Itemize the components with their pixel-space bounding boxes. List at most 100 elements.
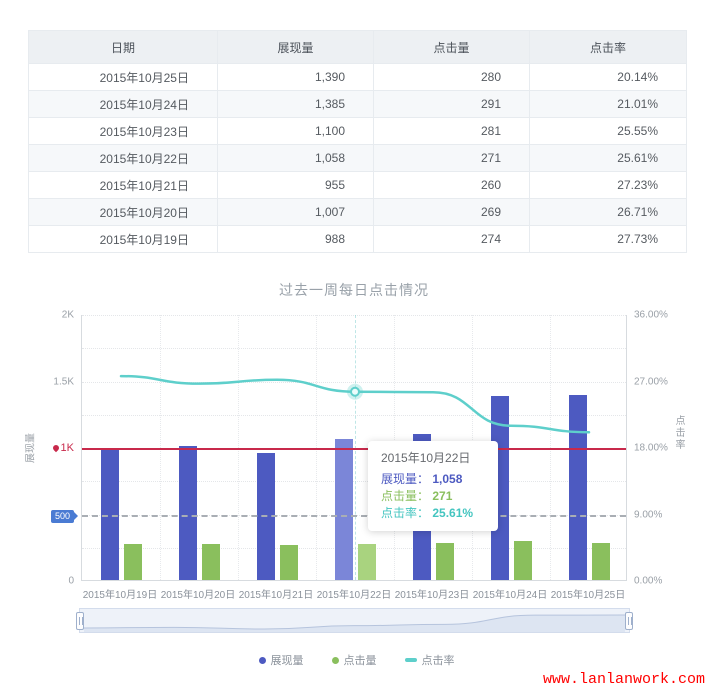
cell-clicks: 281 — [373, 117, 530, 145]
gridline-v — [238, 315, 239, 580]
impressions-bar[interactable] — [335, 439, 353, 580]
gridline-h — [82, 315, 626, 316]
cell-impressions: 988 — [217, 225, 374, 253]
impressions-bar[interactable] — [569, 395, 587, 580]
tooltip-ctr: 点击率： 25.61% — [381, 506, 474, 520]
clicks-bar[interactable] — [592, 542, 610, 580]
header-impressions: 展现量 — [217, 30, 374, 64]
x-axis-label: 2015年10月24日 — [472, 590, 548, 601]
legend-item-impressions[interactable]: 展现量 — [258, 652, 304, 668]
x-axis-label: 2015年10月23日 — [394, 590, 470, 601]
cell-ctr: 25.61% — [529, 144, 687, 172]
cell-ctr: 27.23% — [529, 171, 687, 199]
left-axis-tick: 1.5K — [53, 376, 74, 387]
legend-item-ctr[interactable]: 点击率 — [404, 652, 455, 668]
datazoom-curve — [83, 614, 626, 630]
cell-date: 2015年10月20日 — [28, 198, 218, 226]
cell-ctr: 26.71% — [529, 198, 687, 226]
x-axis-label: 2015年10月20日 — [160, 590, 236, 601]
clicks-legend-dot-icon — [331, 656, 339, 664]
stats-table: 日期 展现量 点击量 点击率 2015年10月25日 1,390 280 20.14%… — [28, 30, 687, 253]
clicks-bar[interactable] — [280, 545, 298, 580]
cell-date: 2015年10月19日 — [28, 225, 218, 253]
chart-title: 过去一周每日点击情况 — [279, 282, 429, 298]
clicks-bar[interactable] — [358, 543, 376, 580]
datazoom-area — [84, 615, 625, 632]
chart-tooltip: 2015年10月22日 展现量： 1,058 点击量： 271 点击率： 25.… — [368, 441, 498, 531]
right-axis-tick: 36.00% — [634, 309, 668, 321]
gridline-h — [82, 381, 626, 383]
table-row: 2015年10月25日 1,390 280 20.14% — [28, 63, 687, 91]
markline-500 — [82, 514, 626, 517]
table-row: 2015年10月21日 955 260 27.23% — [28, 171, 687, 199]
cell-clicks: 271 — [373, 144, 530, 172]
ctr-legend-dash-icon — [404, 658, 417, 662]
datazoom-handle-right[interactable] — [625, 611, 633, 630]
gridline-v — [550, 315, 551, 580]
legend-item-clicks[interactable]: 点击量 — [331, 652, 377, 668]
table-row: 2015年10月22日 1,058 271 25.61% — [28, 144, 687, 172]
table-row: 2015年10月23日 1,100 281 25.55% — [28, 117, 687, 145]
right-axis-tick: 18.00% — [634, 442, 668, 454]
cell-clicks: 260 — [373, 171, 530, 199]
impressions-bar[interactable] — [257, 453, 275, 580]
cell-ctr: 27.73% — [529, 225, 687, 253]
header-clicks: 点击量 — [373, 30, 530, 64]
impressions-legend-dot-icon — [258, 656, 266, 664]
clicks-bar[interactable] — [436, 542, 454, 580]
cell-impressions: 955 — [217, 171, 374, 199]
right-axis-tick: 9.00% — [634, 509, 663, 520]
x-axis-label: 2015年10月22日 — [316, 590, 392, 601]
watermark: www.lanlanwork.com — [542, 671, 705, 688]
cell-date: 2015年10月24日 — [28, 90, 218, 118]
cell-date: 2015年10月21日 — [28, 171, 218, 199]
gridline-h — [82, 547, 626, 549]
impressions-bar[interactable] — [179, 446, 197, 580]
impressions-bar[interactable] — [101, 448, 119, 580]
table-header-row: 日期 展现量 点击量 点击率 — [28, 30, 687, 64]
left-axis-tick: 2K — [61, 309, 74, 321]
x-axis-label: 2015年10月25日 — [550, 590, 626, 601]
cell-impressions: 1,100 — [217, 117, 374, 145]
datazoom-shadow — [83, 614, 626, 632]
ctr-point-marker[interactable] — [350, 386, 360, 397]
clicks-bar[interactable] — [514, 541, 532, 580]
cell-date: 2015年10月23日 — [28, 117, 218, 145]
cell-impressions: 1,058 — [217, 144, 374, 172]
cell-ctr: 21.01% — [529, 90, 687, 118]
table-row: 2015年10月20日 1,007 269 26.71% — [28, 198, 687, 226]
cell-impressions: 1,385 — [217, 90, 374, 118]
right-axis-name: 点击率 — [673, 415, 684, 451]
clicks-bar[interactable] — [202, 544, 220, 580]
cell-ctr: 20.14% — [529, 63, 687, 91]
right-axis-tick: 0.00% — [634, 575, 663, 587]
tooltip-clicks: 点击量： 271 — [381, 489, 453, 503]
tooltip-impressions: 展现量： 1,058 — [381, 472, 463, 486]
table-row: 2015年10月19日 988 274 27.73% — [28, 225, 687, 253]
gridline-h — [82, 348, 626, 350]
cell-clicks: 291 — [373, 90, 530, 118]
axis-pointer-line — [355, 315, 356, 580]
cell-date: 2015年10月22日 — [28, 144, 218, 172]
markline-1k — [82, 448, 626, 450]
header-date: 日期 — [28, 30, 218, 64]
markline-pin-icon — [51, 443, 60, 453]
cell-impressions: 1,390 — [217, 63, 374, 91]
gridline-h — [82, 414, 626, 416]
header-ctr: 点击率 — [529, 30, 687, 64]
markline-500-label: 500 — [0, 506, 74, 524]
ctr-line-layer — [119, 374, 591, 434]
datazoom-handle-left[interactable] — [76, 611, 84, 630]
cell-clicks: 269 — [373, 198, 530, 226]
clicks-bar[interactable] — [124, 543, 142, 580]
x-axis-label: 2015年10月21日 — [238, 590, 314, 601]
markline-1k-label: 1K — [0, 442, 74, 454]
cell-clicks: 280 — [373, 63, 530, 91]
table-row: 2015年10月24日 1,385 291 21.01% — [28, 90, 687, 118]
left-axis-tick: 0 — [68, 575, 74, 587]
cell-date: 2015年10月25日 — [28, 63, 218, 91]
datazoom-slider[interactable] — [76, 608, 633, 633]
gridline-h — [82, 481, 626, 483]
x-axis-labels: 2015年10月19日 2015年10月20日 2015年10月21日 2015年10… — [81, 586, 627, 601]
